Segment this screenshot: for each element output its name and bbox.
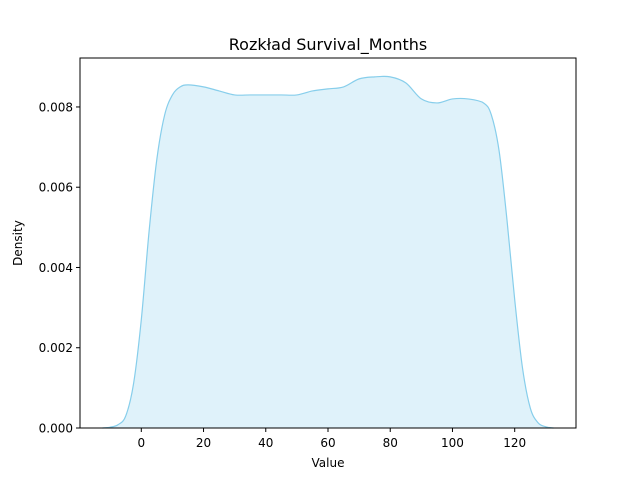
y-axis-label: Density: [11, 220, 25, 266]
x-tick-label: 100: [441, 436, 464, 450]
y-tick-label: 0.002: [39, 341, 73, 355]
x-axis-label: Value: [312, 456, 345, 470]
x-tick-label: 120: [503, 436, 526, 450]
x-tick-label: 20: [196, 436, 211, 450]
y-tick-label: 0.008: [39, 100, 73, 114]
plot-area: [102, 75, 554, 429]
density-curve: [102, 75, 554, 429]
x-axis: 0 20 40 60 80 100 120: [137, 428, 526, 450]
x-tick-label: 60: [320, 436, 335, 450]
y-tick-label: 0.006: [39, 181, 73, 195]
y-tick-label: 0.000: [39, 422, 73, 436]
density-area-fill: [102, 76, 554, 429]
x-tick-label: 0: [137, 436, 145, 450]
x-tick-label: 40: [258, 436, 273, 450]
chart-title: Rozkład Survival_Months: [229, 35, 427, 55]
x-tick-label: 80: [383, 436, 398, 450]
y-tick-label: 0.004: [39, 261, 73, 275]
y-axis: 0.000 0.002 0.004 0.006 0.008: [39, 100, 80, 436]
